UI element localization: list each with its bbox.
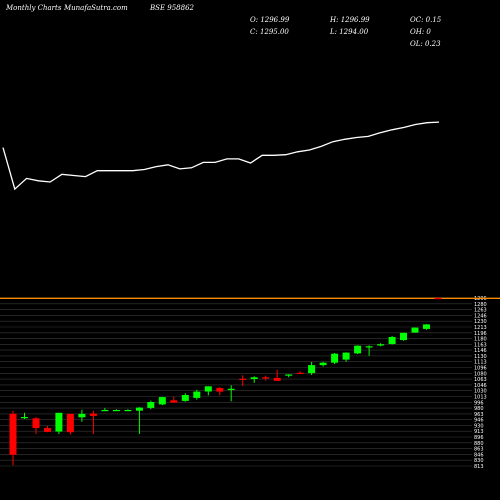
candle-body — [250, 377, 258, 379]
y-tick-label: 1163 — [474, 342, 487, 348]
y-tick-label: 1230 — [474, 319, 487, 325]
candle-body — [342, 352, 350, 360]
candle-body — [423, 324, 430, 329]
y-tick-label: 1080 — [474, 371, 487, 377]
y-tick-label: 896 — [474, 435, 484, 441]
price-line-series — [2, 121, 440, 191]
candle-body — [78, 413, 86, 418]
candle-body — [9, 413, 17, 455]
candle-body — [66, 413, 74, 433]
chart-title: Monthly Charts — [6, 4, 62, 12]
y-tick-label: 1180 — [474, 337, 487, 343]
candle-body — [101, 410, 109, 412]
candle-body — [124, 410, 132, 412]
candle-body — [227, 388, 235, 390]
y-tick-label: 1030 — [474, 389, 487, 395]
y-tick-label: 980 — [474, 406, 484, 412]
candle-body — [181, 395, 189, 401]
candle-body — [308, 365, 316, 374]
candle-body — [273, 378, 281, 381]
symbol-label: BSE 958862 — [150, 4, 194, 12]
candle-body — [400, 332, 407, 341]
candle-body — [319, 362, 327, 366]
candle-body — [170, 400, 178, 403]
y-tick-label: 1213 — [474, 325, 487, 331]
candle-body — [388, 337, 396, 344]
y-tick-label: 996 — [474, 400, 484, 406]
y-tick-label: 1063 — [474, 377, 487, 383]
y-tick-label: 913 — [474, 429, 484, 435]
candle-body — [354, 345, 362, 354]
candle-body — [158, 397, 166, 405]
y-tick-label: 1130 — [474, 354, 487, 360]
candle-body — [193, 391, 201, 398]
oh-value: OH: 0 — [410, 28, 431, 36]
y-tick-label: 1046 — [474, 383, 487, 389]
source-label: MunafaSutra.com — [64, 4, 128, 12]
candle-body — [89, 413, 97, 416]
candle-body — [285, 374, 293, 376]
y-tick-label: 1296 — [474, 296, 487, 302]
y-tick-label: 946 — [474, 418, 484, 424]
y-tick-label: 1196 — [474, 331, 487, 337]
high-value: H: 1296.99 — [330, 16, 370, 24]
candle-body — [434, 298, 442, 300]
candle-body — [55, 412, 63, 432]
close-value: C: 1295.00 — [250, 28, 289, 36]
y-tick-label: 830 — [474, 458, 484, 464]
y-tick-label: 1113 — [474, 360, 487, 366]
candle-body — [44, 428, 51, 432]
y-tick-label: 1013 — [474, 395, 487, 401]
y-tick-label: 930 — [474, 423, 484, 429]
candle-body — [365, 346, 373, 348]
y-tick-label: 1146 — [474, 348, 487, 354]
y-tick-label: 813 — [474, 464, 484, 470]
candle-body — [32, 418, 40, 428]
candle-body — [411, 327, 419, 333]
y-tick-label: 880 — [474, 441, 484, 447]
y-tick-label: 1096 — [474, 366, 487, 372]
y-tick-label: 1263 — [474, 308, 487, 314]
candle-body — [21, 417, 28, 419]
oc-value: OC: 0.15 — [410, 16, 442, 24]
candle-body — [377, 344, 385, 346]
candle-body — [262, 377, 270, 379]
candle-body — [216, 388, 224, 392]
candle-body — [135, 407, 143, 411]
candle-body — [296, 372, 304, 374]
low-value: L: 1294.00 — [330, 28, 369, 36]
y-tick-label: 1280 — [474, 302, 487, 308]
candle-body — [239, 378, 247, 380]
y-tick-label: 1246 — [474, 313, 487, 319]
candle-body — [112, 410, 120, 412]
candle-body — [204, 386, 212, 392]
y-tick-label: 846 — [474, 452, 484, 458]
y-tick-label: 863 — [474, 447, 484, 453]
y-tick-label: 963 — [474, 412, 484, 418]
ol-value: OL: 0.23 — [410, 40, 441, 48]
candle-body — [147, 402, 155, 408]
candle-body — [331, 353, 339, 363]
open-value: O: 1296.99 — [250, 16, 290, 24]
